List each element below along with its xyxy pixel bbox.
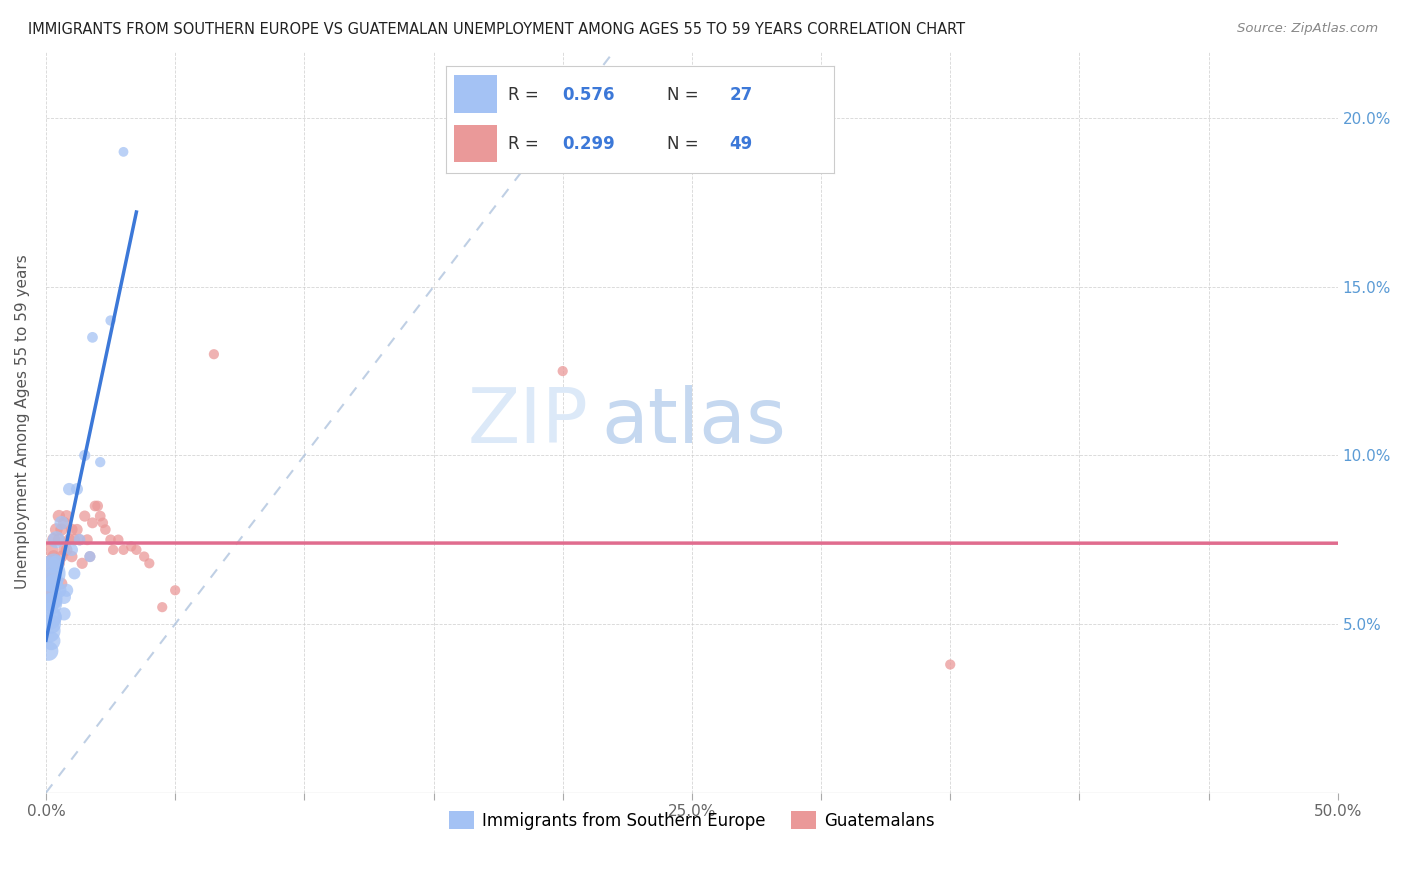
Point	[112, 542, 135, 557]
Point	[51, 516, 73, 530]
Point	[58, 533, 80, 547]
Point	[38, 573, 60, 587]
Point	[134, 549, 156, 564]
Point	[69, 533, 91, 547]
Point	[70, 557, 93, 571]
Point	[39, 566, 62, 581]
Text: Source: ZipAtlas.com: Source: ZipAtlas.com	[1237, 22, 1378, 36]
Legend: Immigrants from Southern Europe, Guatemalans: Immigrants from Southern Europe, Guatema…	[443, 805, 942, 837]
Point	[112, 145, 135, 159]
Point	[45, 523, 67, 537]
Point	[38, 557, 60, 571]
Point	[45, 533, 67, 547]
Point	[48, 509, 70, 524]
Point	[86, 499, 108, 513]
Point	[79, 549, 101, 564]
Point	[66, 482, 89, 496]
Point	[39, 542, 62, 557]
Point	[100, 533, 122, 547]
Point	[73, 509, 96, 524]
Point	[55, 583, 77, 598]
Point	[55, 509, 77, 524]
Point	[101, 542, 124, 557]
Point	[125, 542, 148, 557]
Point	[89, 455, 111, 469]
Point	[39, 633, 62, 648]
Point	[42, 576, 65, 591]
Point	[42, 593, 65, 607]
Point	[165, 583, 187, 598]
Point	[39, 573, 62, 587]
Point	[69, 533, 91, 547]
Text: atlas: atlas	[602, 384, 786, 458]
Point	[939, 657, 962, 672]
Point	[91, 516, 114, 530]
Point	[38, 610, 60, 624]
Point	[89, 509, 111, 524]
Point	[60, 549, 83, 564]
Point	[38, 590, 60, 604]
Point	[39, 583, 62, 598]
Point	[107, 533, 129, 547]
Point	[63, 533, 86, 547]
Point	[138, 557, 160, 571]
Point	[202, 347, 225, 361]
Point	[38, 566, 60, 581]
Point	[66, 523, 89, 537]
Point	[45, 557, 67, 571]
Point	[60, 542, 83, 557]
Text: IMMIGRANTS FROM SOUTHERN EUROPE VS GUATEMALAN UNEMPLOYMENT AMONG AGES 55 TO 59 Y: IMMIGRANTS FROM SOUTHERN EUROPE VS GUATE…	[28, 22, 966, 37]
Point	[55, 542, 77, 557]
Point	[48, 557, 70, 571]
Point	[73, 449, 96, 463]
Point	[84, 499, 107, 513]
Point	[82, 330, 104, 344]
Point	[42, 557, 65, 571]
Y-axis label: Unemployment Among Ages 55 to 59 years: Unemployment Among Ages 55 to 59 years	[15, 254, 30, 589]
Point	[94, 523, 117, 537]
Point	[45, 557, 67, 571]
Point	[42, 549, 65, 564]
Point	[48, 533, 70, 547]
Point	[48, 583, 70, 598]
Point	[42, 576, 65, 591]
Point	[76, 533, 98, 547]
Point	[51, 549, 73, 564]
Point	[53, 516, 76, 530]
Point	[53, 542, 76, 557]
Point	[58, 482, 80, 496]
Point	[39, 617, 62, 632]
Point	[51, 576, 73, 591]
Point	[63, 566, 86, 581]
Point	[53, 607, 76, 621]
Point	[82, 516, 104, 530]
Point	[38, 644, 60, 658]
Point	[120, 540, 142, 554]
Point	[60, 523, 83, 537]
Point	[42, 610, 65, 624]
Point	[38, 624, 60, 638]
Point	[42, 533, 65, 547]
Point	[79, 549, 101, 564]
Point	[150, 600, 173, 615]
Point	[53, 590, 76, 604]
Text: ZIP: ZIP	[468, 384, 589, 458]
Point	[100, 313, 122, 327]
Point	[51, 523, 73, 537]
Point	[38, 590, 60, 604]
Point	[39, 597, 62, 611]
Point	[551, 364, 574, 378]
